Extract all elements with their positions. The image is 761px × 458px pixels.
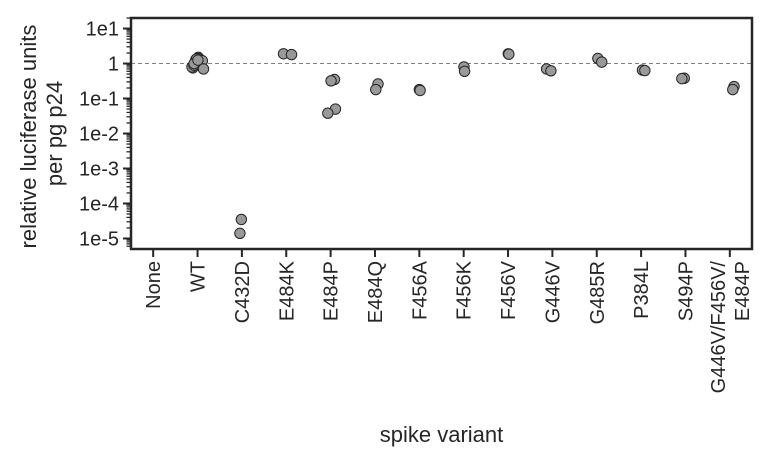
x-axis: None WT C432D E484K E484P E484Q F456A F456K F456…: [143, 249, 754, 393]
data-points: [186, 48, 740, 240]
data-point: [639, 64, 651, 77]
y-tick-label: 1e-4: [79, 193, 119, 215]
data-point: [192, 54, 204, 66]
x-tick-label: F456A: [409, 260, 431, 320]
x-axis-label: spike variant: [380, 422, 504, 447]
y-tick-label: 1: [108, 54, 119, 76]
data-point: [458, 65, 471, 77]
x-tick-label-line: WT: [188, 261, 210, 292]
x-tick-label-line: E484K: [276, 260, 298, 321]
y-tick-label: 1e-2: [79, 124, 119, 146]
x-tick-label-line: G446V: [542, 260, 564, 323]
x-tick-label-line: None: [143, 261, 165, 309]
x-tick-label: C432D: [232, 261, 254, 323]
x-tick-label-line: G485R: [587, 261, 609, 324]
plot-frame: [129, 16, 754, 251]
data-point: [235, 213, 248, 226]
data-point: [545, 65, 557, 77]
data-point: [414, 84, 426, 97]
y-axis-label-line: per pg p24: [42, 81, 67, 186]
data-point: [596, 56, 608, 68]
y-tick-label: 1e1: [86, 19, 119, 41]
x-tick-label-line: P384L: [631, 261, 653, 319]
data-point: [197, 63, 210, 75]
x-tick-label-line: C432D: [232, 261, 254, 323]
x-tick-label-line: E484Q: [365, 261, 387, 323]
y-tick-label: 1e-5: [79, 228, 119, 250]
data-point: [234, 227, 246, 240]
x-tick-label: E484P: [321, 261, 343, 321]
data-point: [370, 83, 382, 96]
data-point: [503, 48, 515, 60]
x-tick-label: F456K: [454, 260, 476, 320]
x-tick-label: E484Q: [365, 261, 387, 323]
data-point: [325, 75, 337, 87]
x-tick-label: G446V: [542, 260, 564, 323]
x-tick-label: None: [143, 261, 165, 309]
x-tick-label: E484K: [276, 260, 298, 321]
x-tick-label-line: G446V/F456V/: [708, 261, 730, 394]
x-tick-label: WT: [188, 261, 210, 292]
x-tick-label-line: E484P: [732, 261, 754, 321]
x-tick-label: G485R: [587, 261, 609, 324]
x-tick-label-line: F456K: [454, 260, 476, 320]
x-tick-label-line: F456A: [409, 260, 431, 320]
x-tick-label-line: S494P: [675, 261, 697, 321]
x-tick-label: G446V/F456V/E484P: [708, 261, 754, 394]
x-tick-label: F456V: [498, 260, 520, 320]
x-tick-label: S494P: [675, 261, 697, 321]
data-point: [727, 83, 739, 96]
data-point: [285, 48, 298, 61]
y-tick-label: 1e-3: [79, 158, 119, 180]
data-point: [322, 107, 334, 119]
y-axis-label: relative luciferase units per pg p24: [16, 19, 67, 249]
x-tick-label: P384L: [631, 261, 653, 319]
y-tick-label: 1e-1: [79, 89, 119, 111]
x-tick-label-line: E484P: [321, 261, 343, 321]
y-axis-label-line: relative luciferase units: [16, 25, 41, 249]
y-axis: 1e1 1 1e-1 1e-2 1e-3 1e-4 1e-5: [79, 17, 131, 250]
x-tick-label-line: F456V: [498, 260, 520, 320]
data-point: [676, 72, 688, 85]
